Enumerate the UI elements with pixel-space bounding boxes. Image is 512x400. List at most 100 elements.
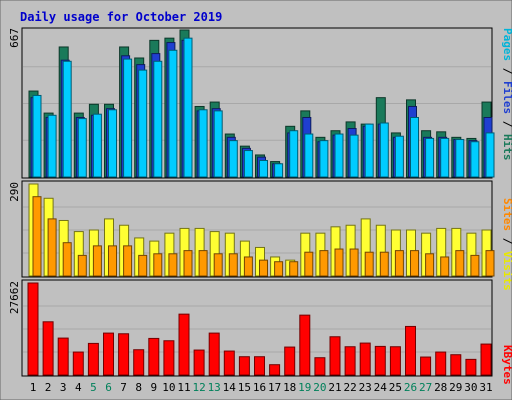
bar-kbytes-day-15 [238,356,250,376]
bar-pages-day-11 [183,37,193,178]
x-tick-label-day-23: 23 [359,381,372,394]
bar-pages-day-9 [153,60,163,178]
bar-kbytes-day-8 [133,349,145,376]
bar-pages-day-7 [123,58,133,178]
bar-kbytes-day-23 [359,342,371,376]
bar-sites-day-13 [213,253,223,277]
x-tick-label-day-5: 5 [90,381,97,394]
bar-sites-day-3 [62,242,72,277]
x-axis-day-labels: 1 2 3 4 5 6 7 8 9 10 11 12 13 14 15 16 17 18 19 20 21 22 23 24 2… [30,381,493,394]
bar-kbytes-day-19 [299,314,311,376]
bar-pages-day-18 [289,130,299,178]
bar-pages-day-13 [213,110,223,178]
top-legend-item-2: Files [501,81,512,114]
bar-kbytes-day-10 [163,340,175,376]
bar-pages-day-4 [77,118,87,178]
bar-kbytes-day-4 [72,351,84,376]
bar-pages-day-16 [259,159,268,178]
bar-kbytes-day-21 [329,336,341,376]
x-tick-label-day-14: 14 [223,381,237,394]
bar-pages-day-20 [319,140,329,178]
bar-sites-day-2 [47,218,57,277]
bar-kbytes-day-22 [344,346,356,376]
bar-sites-day-30 [470,254,480,277]
bar-pages-day-22 [349,134,359,178]
x-tick-label-day-4: 4 [75,381,82,394]
bar-pages-day-12 [198,109,208,178]
bar-sites-day-19 [304,251,314,277]
bar-sites-day-22 [349,248,359,277]
x-tick-label-day-10: 10 [162,381,175,394]
x-tick-label-day-8: 8 [135,381,142,394]
top-legend-item-4: Hits [501,134,512,161]
middle-legend-item-0: Sites [501,198,512,231]
bar-kbytes-day-27 [420,356,432,376]
bar-pages-day-15 [243,150,253,178]
bar-pages-day-23 [364,123,374,178]
bar-sites-day-24 [379,251,389,277]
bar-kbytes-day-31 [480,343,492,376]
bar-pages-day-17 [274,163,284,178]
bar-kbytes-day-28 [435,351,447,376]
bar-kbytes-day-7 [118,333,130,376]
bar-sites-day-21 [334,248,344,277]
x-tick-label-day-30: 30 [464,381,477,394]
bar-pages-day-8 [138,69,148,178]
top-legend-item-3: / [501,114,512,134]
x-tick-label-day-7: 7 [120,381,127,394]
bottom-panel-max-label: 27662 [8,281,21,314]
bottom-legend-item-0: KBytes [501,345,512,385]
bar-pages-day-14 [228,140,238,178]
bar-pages-day-28 [440,137,450,178]
bottom-legend: KBytes [501,345,512,385]
bar-kbytes-day-29 [450,354,462,376]
bar-pages-day-31 [485,132,495,178]
bar-kbytes-day-24 [374,345,386,376]
bar-sites-day-5 [92,245,102,277]
x-tick-label-day-31: 31 [479,381,492,394]
bar-pages-day-21 [334,133,344,178]
bar-sites-day-23 [364,251,374,277]
bar-sites-day-15 [243,256,253,277]
x-tick-label-day-13: 13 [208,381,221,394]
bar-sites-day-31 [485,250,495,277]
x-tick-label-day-3: 3 [60,381,67,394]
bar-sites-day-7 [123,245,133,277]
x-tick-label-day-12: 12 [192,381,205,394]
x-tick-label-day-21: 21 [328,381,341,394]
bar-kbytes-day-17 [269,364,281,376]
bar-sites-day-14 [228,253,238,277]
bar-sites-day-27 [425,253,435,277]
bar-pages-day-29 [455,139,465,178]
bar-pages-day-10 [168,49,178,178]
x-tick-label-day-26: 26 [404,381,417,394]
bar-kbytes-day-16 [254,356,265,376]
bar-pages-day-27 [425,137,435,178]
bar-sites-day-1 [32,196,42,277]
x-tick-label-day-20: 20 [313,381,326,394]
legends: Pages / Files / Hits Sites / Visits KBytes [501,28,512,385]
bar-sites-day-17 [274,261,284,277]
bar-sites-day-26 [410,250,419,277]
bar-sites-day-20 [319,250,329,277]
bar-sites-day-16 [259,259,268,277]
x-tick-label-day-25: 25 [389,381,402,394]
bar-sites-day-28 [440,256,450,277]
bar-kbytes-day-26 [405,325,416,376]
x-tick-label-day-15: 15 [238,381,251,394]
x-tick-label-day-19: 19 [298,381,311,394]
bar-pages-day-24 [379,122,389,178]
bar-kbytes-day-5 [87,342,99,376]
x-tick-label-day-11: 11 [177,381,190,394]
top-panel-max-label: 667 [8,28,21,48]
x-tick-label-day-9: 9 [150,381,157,394]
x-tick-label-day-6: 6 [105,381,112,394]
x-tick-label-day-27: 27 [419,381,432,394]
x-tick-label-day-24: 24 [374,381,388,394]
bar-kbytes-day-14 [223,350,235,376]
top-legend-item-0: Pages [501,28,512,61]
middle-legend-item-2: Visits [501,251,512,291]
bar-pages-day-3 [62,60,72,178]
middle-legend-item-1: / [501,231,512,251]
middle-legend: Sites / Visits [501,198,512,291]
